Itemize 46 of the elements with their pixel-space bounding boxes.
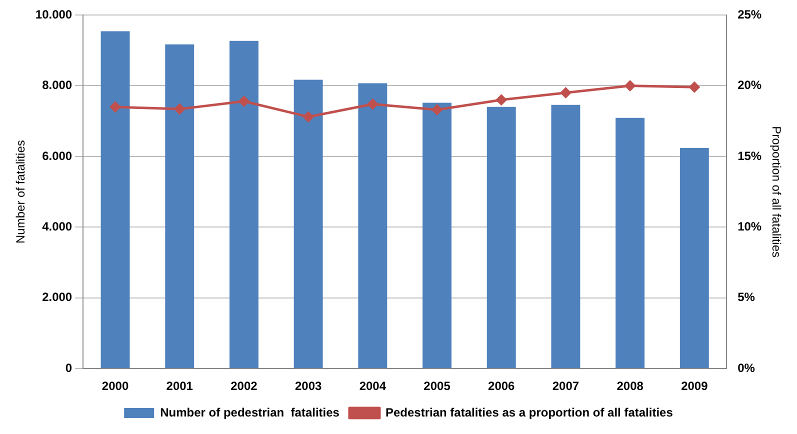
- point: [238, 96, 250, 107]
- point: [624, 80, 636, 91]
- y-tick-label: 8.000: [42, 78, 72, 92]
- legend-label: Pedestrian fatalities as a proportion of all fatalities: [385, 405, 674, 420]
- bar: [358, 83, 388, 368]
- bar: [294, 80, 323, 368]
- bar: [422, 102, 452, 368]
- x-tick-label: 2004: [359, 379, 386, 394]
- bar: [680, 148, 709, 368]
- x-tick-label: 2008: [616, 379, 644, 394]
- x-tick-label: 2005: [424, 379, 451, 394]
- y2-tick-label: 20%: [738, 78, 762, 92]
- y2-tick-label: 5%: [738, 290, 756, 304]
- point: [174, 104, 185, 114]
- x-tick-label: 2007: [552, 379, 580, 394]
- y-tick-label: 0: [65, 360, 72, 375]
- point: [432, 104, 442, 116]
- y-tick-label: 10.000: [35, 7, 72, 22]
- y-axis-title: Number of fatalities: [14, 140, 28, 244]
- point: [689, 82, 700, 92]
- bar: [616, 118, 645, 368]
- y2-tick-label: 0%: [738, 360, 756, 375]
- y-tick-label: 4.000: [42, 219, 72, 234]
- x-tick-label: 2003: [294, 379, 322, 394]
- point: [110, 102, 121, 112]
- y2-tick-label: 25%: [738, 7, 762, 22]
- legend-label: Number of pedestrian fatalities: [160, 405, 340, 420]
- bar: [486, 106, 516, 368]
- point: [560, 88, 571, 98]
- bar: [100, 31, 130, 368]
- y2-axis-title: Proportion of all fatalities: [769, 126, 784, 258]
- bar: [551, 104, 580, 368]
- x-tick-label: 2000: [102, 379, 129, 394]
- y-tick-label: 2.000: [42, 290, 72, 304]
- bar: [165, 44, 194, 368]
- y-tick-label: 6.000: [42, 148, 72, 163]
- point: [303, 112, 314, 122]
- x-tick-label: 2009: [681, 379, 708, 394]
- x-tick-label: 2006: [488, 379, 516, 394]
- y2-tick-label: 15%: [738, 148, 762, 163]
- y2-tick-label: 10%: [738, 219, 762, 234]
- point: [367, 98, 378, 110]
- x-tick-label: 2002: [230, 379, 258, 394]
- x-tick-label: 2001: [166, 379, 194, 394]
- point: [496, 94, 507, 106]
- bar: [229, 40, 258, 368]
